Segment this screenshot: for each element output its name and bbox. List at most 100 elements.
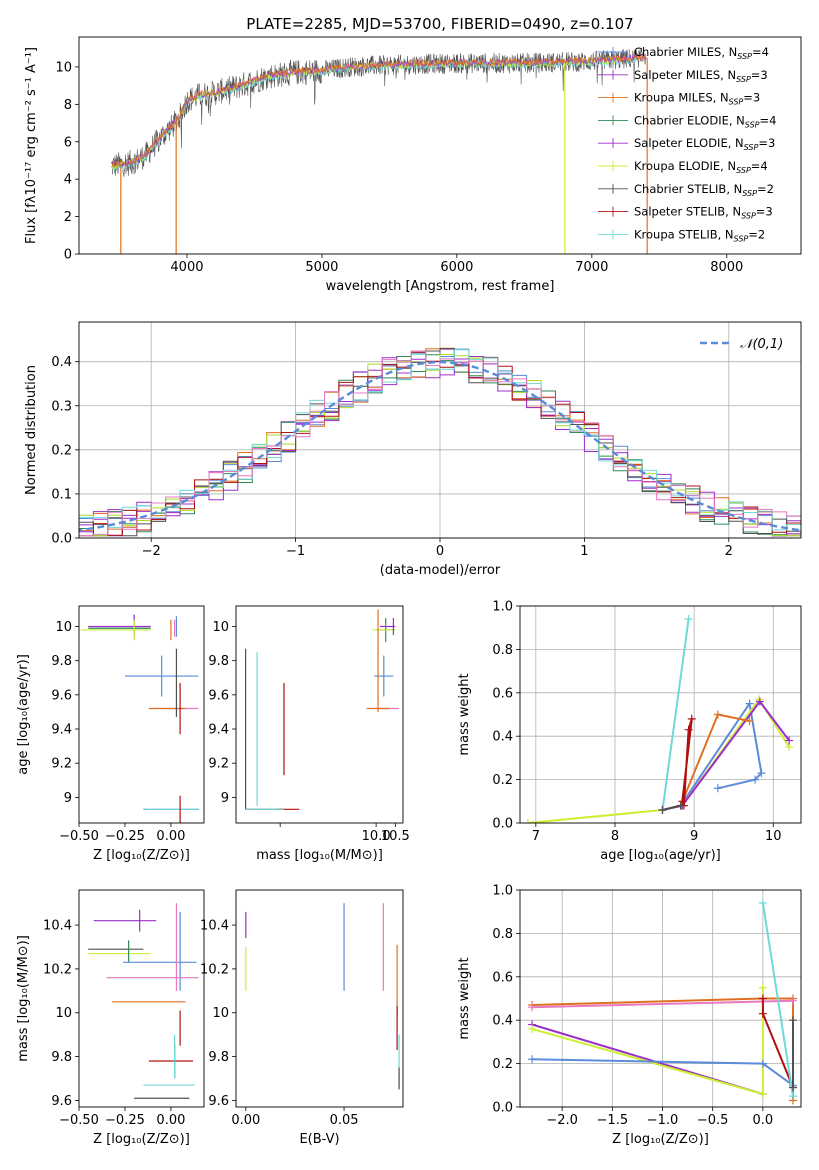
series-marker <box>523 819 532 823</box>
legend-entry: Chabrier ELODIE, NSSP=4 <box>634 113 776 129</box>
series-marker <box>713 784 722 793</box>
spectrum-data-line <box>111 47 647 177</box>
y-tick-label: 9 <box>64 791 72 806</box>
x-tick-label: −0.50 <box>59 1113 99 1128</box>
y-tick-label: 0 <box>64 248 72 263</box>
legend-subscript: SSP <box>744 143 759 152</box>
series-marker <box>758 994 767 1003</box>
plot-area <box>528 899 797 1105</box>
series-marker <box>751 775 760 784</box>
y-tick-label: 9.8 <box>208 654 229 669</box>
legend-subscript: SSP <box>736 75 751 84</box>
series-marker <box>788 1083 797 1092</box>
series-marker <box>678 797 687 806</box>
plot-area <box>523 615 794 823</box>
y-tick-label: 9.6 <box>208 1094 229 1109</box>
plot-area <box>80 614 199 823</box>
legend-entry: Kroupa STELIB, NSSP=2 <box>634 227 765 243</box>
y-tick-label: 9.8 <box>51 654 72 669</box>
series-marker <box>788 1092 797 1101</box>
y-tick-label: 9.4 <box>51 723 72 738</box>
y-axis-label: Flux [fλ10⁻¹⁷ erg cm⁻² s⁻¹ A⁻¹] <box>24 47 39 244</box>
legend-label: Kroupa ELODIE, N <box>634 159 736 173</box>
plot-area <box>245 903 400 1090</box>
y-axis-label: age [log₁₀(age/yr)] <box>16 654 31 775</box>
series-line <box>662 804 681 811</box>
chart-age_vs_mass: 10.010.5 9 9.2 9.4 9.6 9.8 10 mass [log₁₀(M/M⊙)… <box>208 605 410 863</box>
x-tick-label: 0.0 <box>753 1113 774 1128</box>
legend-subscript: SSP <box>742 189 757 198</box>
legend-subscript: SSP <box>736 166 751 175</box>
x-tick-label: −2.0 <box>546 1113 578 1128</box>
legend-subscript: SSP <box>741 212 756 221</box>
legend-label: Chabrier STELIB, N <box>634 182 742 196</box>
y-tick-label: 0.8 <box>492 643 513 658</box>
y-tick-label: 2 <box>64 210 72 225</box>
y-tick-label: 0.6 <box>492 686 513 701</box>
chart-weight_vs_Z: −2.0 −1.5 −1.0 −0.5 0.0 0.0 0.2 0.4 0.6 0.8 1.0 Z [… <box>457 884 802 1147</box>
legend-suffix: =2 <box>757 182 774 196</box>
y-tick-label: 9.6 <box>51 688 72 703</box>
legend-entry: Salpeter STELIB, NSSP=3 <box>634 205 773 221</box>
chart-residuals: −2 −1 0 1 2 0.0 0.1 0.2 0.3 0.4 (data-model)/error… <box>24 321 802 578</box>
histogram-series <box>79 348 801 537</box>
series-marker <box>758 1089 767 1098</box>
x-tick-label: 2 <box>725 544 733 559</box>
x-tick-label: 7000 <box>575 260 608 275</box>
legend-entry: Chabrier MILES, NSSP=4 <box>634 45 769 61</box>
y-tick-label: 10 <box>55 1006 72 1021</box>
series-marker <box>684 615 693 624</box>
legend-suffix: =2 <box>748 227 765 241</box>
x-tick-label: 8000 <box>710 260 743 275</box>
x-axis-label: wavelength [Angstrom, rest frame] <box>326 279 555 294</box>
y-tick-label: 0.0 <box>51 532 72 547</box>
x-axis-label: mass [log₁₀(M/M⊙)] <box>256 848 383 863</box>
y-tick-label: 8 <box>64 98 72 113</box>
gaussian-curve <box>79 360 801 532</box>
y-axis-label: mass weight <box>457 957 472 1039</box>
y-tick-label: 10 <box>212 620 229 635</box>
series-marker <box>713 710 722 719</box>
y-tick-label: 9.2 <box>51 757 72 772</box>
legend-entry: Chabrier STELIB, NSSP=2 <box>634 182 774 198</box>
y-tick-label: 0.8 <box>492 927 513 942</box>
legend-suffix: =3 <box>751 68 768 82</box>
axes-frame <box>235 889 404 1108</box>
y-axis-label: mass weight <box>457 673 472 755</box>
legend-suffix: =3 <box>743 91 760 105</box>
legend-label: Chabrier MILES, N <box>634 45 737 59</box>
series-marker <box>528 1055 537 1064</box>
series-marker <box>785 736 794 745</box>
y-tick-label: 9.8 <box>51 1050 72 1065</box>
series-marker <box>658 805 667 814</box>
chart-title: PLATE=2285, MJD=53700, FIBERID=0490, z=0… <box>246 15 633 33</box>
y-tick-label: 0.3 <box>51 399 72 414</box>
y-tick-label: 6 <box>64 135 72 150</box>
y-tick-label: 0.4 <box>51 355 72 370</box>
x-axis-label: (data-model)/error <box>380 563 501 578</box>
legend-subscript: SSP <box>729 98 744 107</box>
x-axis-label: Z [log₁₀(Z/Z⊙)] <box>612 1132 709 1147</box>
y-tick-label: 10.2 <box>200 962 229 977</box>
series-marker <box>788 996 797 1005</box>
y-tick-label: 9.6 <box>208 688 229 703</box>
chart-weight_vs_age: 7 8 9 10 0.0 0.2 0.4 0.6 0.8 1.0 age [log₁₀(age/yr… <box>457 600 802 863</box>
x-axis-label: age [log₁₀(age/yr)] <box>600 848 721 863</box>
x-tick-label: 1 <box>580 544 588 559</box>
legend-suffix: =3 <box>758 136 775 150</box>
legend: 𝒩(0,1) <box>700 337 783 352</box>
series-marker <box>684 725 693 734</box>
y-tick-label: 0.4 <box>492 730 513 745</box>
y-axis-label: mass [log₁₀(M/M⊙)] <box>16 935 31 1062</box>
y-tick-label: 4 <box>64 173 72 188</box>
spectrum-model-line <box>111 54 647 170</box>
series-line <box>661 618 690 811</box>
x-tick-label: −0.50 <box>59 829 99 844</box>
legend-suffix: =3 <box>756 205 773 219</box>
y-tick-label: 10 <box>55 620 72 635</box>
y-tick-label: 0.6 <box>492 970 513 985</box>
axes-frame <box>235 605 404 824</box>
legend-label: Chabrier ELODIE, N <box>634 113 745 127</box>
